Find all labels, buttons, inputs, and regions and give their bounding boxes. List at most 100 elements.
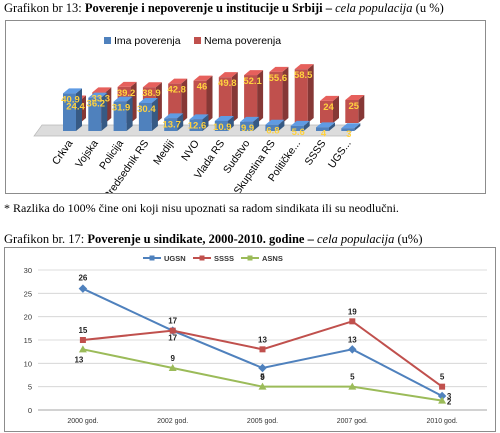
chart1-label-ima-12: 3 — [346, 129, 351, 140]
chart2-point-ssss-3 — [259, 346, 266, 353]
chart1-bar-ima-7-top — [214, 115, 234, 121]
chart1-bar-nema-6-top — [193, 75, 213, 81]
chart1-bar-nema-12-top — [345, 95, 365, 100]
chart1-bar-nema-8-front — [244, 75, 258, 123]
chart1-legend: Ima poverenja Nema poverenja — [104, 35, 281, 47]
chart1-bar-ima-3-top — [113, 96, 133, 102]
chart1-caption-population: cela populacija — [335, 1, 413, 15]
chart1-frame: Ima poverenja Nema poverenja 24.4 40.9 33.3 3… — [5, 20, 486, 194]
chart1-category-6: NVO — [179, 138, 202, 164]
chart1-bar-ima-9 — [265, 119, 285, 131]
chart1-bar-nema-7 — [218, 72, 238, 123]
chart1-bar-ima-2-side — [101, 92, 108, 131]
chart2-point-asns-2 — [168, 364, 177, 371]
chart1-label-nema-8: 52.1 — [243, 76, 262, 87]
chart1-bar-ima-11-top — [316, 122, 335, 128]
chart2-point-ssss-1 — [79, 337, 86, 343]
chart1-bar-ima-1 — [63, 88, 82, 131]
chart2-label-ssss-2: 17 — [168, 317, 177, 326]
chart1-category-5: Mediji — [151, 138, 177, 167]
chart2-label-asns-3: 5 — [260, 373, 265, 382]
chart1-legend-swatch-1 — [104, 37, 111, 44]
chart2-point-asns-5 — [438, 396, 447, 404]
chart1-bar-nema-7-top — [218, 72, 238, 78]
chart1-category-11: SSSS — [303, 138, 329, 168]
chart1-bar-ima-1-top — [63, 88, 82, 94]
chart2-caption-unit: (u%) — [394, 232, 423, 246]
chart1-bar-ima-4 — [138, 98, 158, 131]
chart1-bar-nema-8 — [244, 70, 264, 123]
chart1-legend-label-1: Ima poverenja — [114, 35, 181, 47]
chart2-label-ugsn-3: 9 — [260, 373, 265, 382]
chart1-bar-ima-11-side — [329, 122, 335, 131]
chart1-bar-nema-5-top — [168, 78, 188, 84]
chart1-bar-nema-12-side — [358, 95, 365, 123]
chart1-bar-ima-7-side — [227, 115, 234, 131]
chart2-label-asns-5: 2 — [447, 398, 452, 407]
chart1-bar-nema-10-front — [294, 69, 308, 123]
chart2-ytick-1: 0 — [28, 406, 32, 415]
chart1-bar-ima-4-side — [151, 98, 158, 131]
chart2-point-ugsn-1 — [78, 284, 88, 293]
chart2-caption-prefix: Grafikon br. 17: — [4, 232, 88, 246]
chart1-bar-ima-5-front — [164, 118, 178, 131]
chart2-legend: UGSN SSSS ASNS — [143, 254, 283, 263]
chart1-bar-ima-2 — [88, 92, 108, 131]
chart1-label-nema-10: 58.5 — [294, 70, 313, 81]
chart1-label-ima-6: 12.6 — [188, 120, 207, 131]
chart2-label-ssss-3: 13 — [258, 335, 267, 344]
chart1-label-nema-5: 42.8 — [167, 85, 186, 96]
chart1-label-ima-4: 30.4 — [137, 104, 156, 115]
chart2-ytick-5: 20 — [24, 313, 32, 322]
chart2-legend-marker-1 — [149, 255, 155, 261]
chart1-bar-nema-11-top — [320, 95, 339, 101]
chart1-caption-prefix: Grafikon br 13: — [4, 1, 85, 15]
chart1-bar-ima-2-front — [88, 97, 102, 131]
chart2-label-asns-1: 13 — [74, 355, 83, 364]
chart1-bar-nema-9 — [269, 66, 289, 123]
chart1-bar-ima-8 — [240, 116, 260, 131]
chart2-label-ssss-1: 15 — [78, 326, 87, 335]
chart2-series-asns: 13 95 52 — [74, 345, 452, 407]
chart1-caption-unit: (u %) — [412, 1, 444, 15]
chart1-bar-nema-11-side — [333, 95, 339, 123]
chart1-bar-nema-2-top — [92, 87, 112, 93]
chart1-bar-ima-9-top — [265, 119, 285, 125]
chart1-bar-ima-3-side — [126, 96, 133, 131]
chart1-bar-nema-7-side — [231, 72, 238, 123]
chart1-bar-nema-11-front — [320, 100, 333, 123]
chart1-label-nema-2: 33.3 — [92, 93, 111, 104]
chart1-bar-ima-6-top — [189, 114, 209, 120]
chart2-legend-marker-3 — [247, 255, 253, 261]
chart2-label-ugsn-4: 13 — [348, 335, 357, 344]
footnote: * Razlika do 100% čine oni koji nisu upo… — [4, 201, 399, 215]
chart1-category-12: UGS... — [326, 138, 354, 171]
chart1-bar-ima-5 — [164, 113, 184, 131]
chart1-bar-nema-9-top — [269, 66, 289, 72]
chart1-bar-nema-3-top — [117, 81, 137, 87]
chart2-point-ssss-5 — [439, 383, 446, 390]
chart2-point-asns-1 — [78, 345, 87, 353]
chart1-bar-ima-11-front — [316, 127, 329, 131]
chart1-bar-ima-12-side — [354, 123, 361, 131]
chart1-bar-ima-3 — [113, 96, 133, 131]
chart1-caption-title: Poverenje i nepoverenje u institucije u … — [84, 1, 336, 15]
chart1-bar-ima-1-side — [76, 88, 82, 131]
chart1-category-1: Crkva — [50, 138, 76, 167]
chart2-xtick-1: 2000 god. — [67, 418, 98, 425]
chart2-series-ssss: 15 17 13 19 5 — [78, 307, 446, 390]
chart2-ytick-7: 30 — [24, 266, 32, 275]
chart2-xtick-3: 2005 god. — [247, 418, 278, 425]
chart1-label-ima-11: 4 — [321, 128, 327, 139]
chart1-legend-label-2: Nema poverenja — [204, 35, 281, 47]
chart1-bars — [63, 64, 365, 131]
chart1-label-ima-9: 6.8 — [266, 126, 279, 137]
chart1-label-ima-5: 13.7 — [162, 119, 181, 130]
chart1-bar-ima-4-top — [138, 98, 158, 104]
chart1-bar-nema-5-side — [181, 78, 188, 123]
chart2-ytick-6: 25 — [24, 289, 32, 298]
chart2-point-asns-3 — [258, 382, 267, 390]
chart1-bar-ima-12-front — [341, 128, 355, 131]
chart1-bar-nema-11 — [320, 95, 339, 123]
